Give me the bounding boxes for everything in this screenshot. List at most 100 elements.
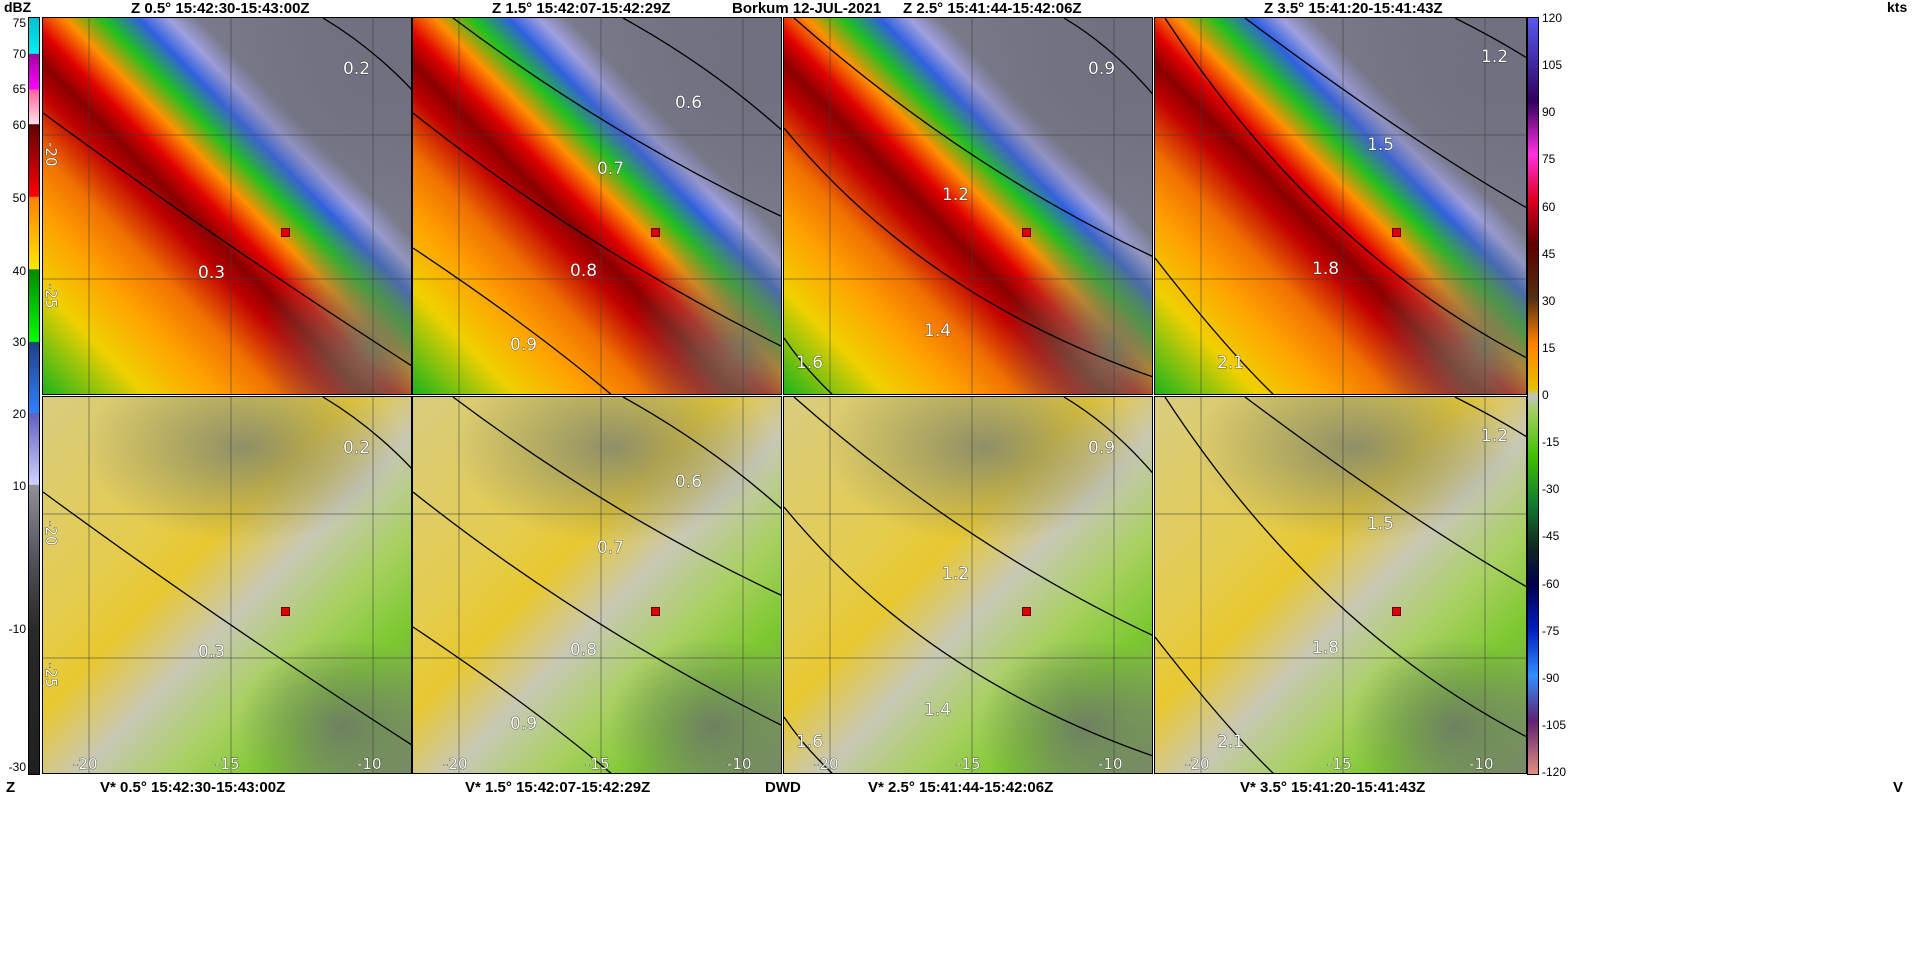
map-overlay: 0.9 1.2 1.4 1.6 [784, 18, 1152, 394]
location-marker[interactable] [1392, 607, 1401, 616]
contour-label: 1.8 [1312, 638, 1339, 658]
beam-height-contour [1244, 18, 1526, 209]
panel-title-z-1-5: Z 1.5° 15:42:07-15:42:29Z [492, 0, 671, 17]
beam-height-contour [413, 112, 781, 347]
contour-label: 2.1 [1217, 732, 1244, 752]
contour-label: 1.2 [942, 185, 969, 205]
contour-label: 0.9 [1088, 59, 1115, 79]
beam-height-contour [784, 506, 1152, 757]
beam-height-contour [1155, 257, 1274, 394]
velocity-tick-label: 120 [1542, 11, 1563, 25]
reflectivity-panel-2[interactable]: 0.6 0.7 0.8 0.9 [412, 17, 782, 395]
x-axis-tick-label: -20 [443, 755, 468, 773]
contour-label: 1.4 [924, 321, 951, 341]
beam-height-contour [784, 337, 833, 394]
beam-height-contour [784, 127, 1152, 378]
velocity-colorbar [1527, 17, 1539, 775]
velocity-tick-label: 45 [1542, 246, 1556, 261]
y-axis-tick-label: -25 [43, 284, 60, 309]
x-axis-tick-label: -20 [814, 755, 839, 773]
velocity-tick-label: -30 [1542, 482, 1560, 497]
beam-height-contour [43, 491, 411, 746]
contour-label: 0.3 [198, 263, 225, 283]
contour-label: 0.3 [198, 642, 225, 662]
reflectivity-tick-label: 60 [12, 118, 26, 132]
location-marker[interactable] [651, 228, 660, 237]
beam-height-contour [1244, 397, 1526, 588]
map-overlay: 0.2 0.3 -20 -25 [43, 18, 411, 394]
x-axis-tick-label: -10 [1469, 755, 1494, 773]
velocity-tick-label: 15 [1542, 340, 1556, 355]
contour-label: 0.7 [597, 159, 624, 179]
reflectivity-tick-label: 30 [12, 335, 26, 349]
reflectivity-panel-3[interactable]: 0.9 1.2 1.4 1.6 [783, 17, 1153, 395]
panel-title-v-0-5: V* 0.5° 15:42:30-15:43:00Z [100, 779, 286, 796]
contour-label: 1.2 [1481, 426, 1508, 446]
panel-title-v-3-5: V* 3.5° 15:41:20-15:41:43Z [1240, 779, 1426, 796]
x-axis-tick-label: -15 [215, 755, 240, 773]
velocity-panel-4[interactable]: 1.2 1.5 1.8 2.1 -20 -15 -10 [1154, 396, 1527, 774]
beam-height-contour [784, 716, 833, 773]
contour-label: 0.9 [510, 714, 537, 734]
beam-height-contour [1454, 397, 1526, 438]
velocity-tick-label: -90 [1542, 670, 1560, 685]
beam-height-contour [452, 397, 781, 596]
velocity-product-label: V [1893, 779, 1904, 796]
velocity-panel-2[interactable]: 0.6 0.7 0.8 0.9 -20 -15 -10 [412, 396, 782, 774]
contour-label: 1.2 [1481, 47, 1508, 67]
map-overlay: 0.2 0.3 -20 -25 -20 -15 -10 [43, 397, 411, 773]
contour-label: 0.9 [1088, 438, 1115, 458]
x-axis-tick-label: -10 [727, 755, 752, 773]
beam-height-contour [622, 18, 781, 131]
velocity-tick-label: 75 [1542, 152, 1556, 167]
panel-title-z-2-5: Z 2.5° 15:41:44-15:42:06Z [903, 0, 1082, 17]
location-marker[interactable] [281, 607, 290, 616]
velocity-tick-label: -75 [1542, 623, 1560, 638]
reflectivity-tick-label: 50 [12, 191, 26, 205]
panel-title-v-2-5: V* 2.5° 15:41:44-15:42:06Z [868, 779, 1054, 796]
location-marker[interactable] [651, 607, 660, 616]
beam-height-contour [1164, 397, 1526, 738]
beam-height-contour [793, 18, 1152, 257]
beam-height-contour [622, 397, 781, 510]
velocity-panel-1[interactable]: 0.2 0.3 -20 -25 -20 -15 -10 [42, 396, 412, 774]
beam-height-contour [413, 247, 612, 394]
velocity-tick-label: -105 [1542, 717, 1567, 732]
y-axis-tick-label: -25 [43, 663, 60, 688]
contour-label: 0.2 [343, 59, 370, 79]
location-marker[interactable] [1022, 228, 1031, 237]
velocity-tick-label: 30 [1542, 293, 1556, 308]
beam-height-contour [413, 491, 781, 726]
contour-label: 1.6 [796, 353, 823, 373]
velocity-panel-3[interactable]: 0.9 1.2 1.4 1.6 -20 -15 -10 [783, 396, 1153, 774]
reflectivity-panel-4[interactable]: 1.2 1.5 1.8 2.1 [1154, 17, 1527, 395]
beam-height-contour [1063, 18, 1152, 95]
reflectivity-tick-label: 70 [12, 47, 26, 61]
x-axis-tick-label: -10 [357, 755, 382, 773]
y-axis-tick-label: -20 [43, 521, 60, 546]
contour-label: 0.9 [510, 335, 537, 355]
reflectivity-panel-1[interactable]: 0.2 0.3 -20 -25 [42, 17, 412, 395]
beam-height-contour [1454, 18, 1526, 59]
location-marker[interactable] [281, 228, 290, 237]
map-overlay: 0.9 1.2 1.4 1.6 -20 -15 -10 [784, 397, 1152, 773]
beam-height-contour [452, 18, 781, 217]
x-axis-tick-label: -15 [956, 755, 981, 773]
contour-label: 1.5 [1367, 135, 1394, 155]
velocity-tick-label: -60 [1542, 576, 1560, 591]
location-marker[interactable] [1022, 607, 1031, 616]
panel-title-v-1-5: V* 1.5° 15:42:07-15:42:29Z [465, 779, 651, 796]
velocity-tick-label: 60 [1542, 199, 1556, 214]
beam-height-contour [413, 626, 612, 773]
reflectivity-product-label: Z [6, 779, 16, 796]
panel-title-z-0-5: Z 0.5° 15:42:30-15:43:00Z [131, 0, 310, 17]
location-marker[interactable] [1392, 228, 1401, 237]
panel-title-z-3-5: Z 3.5° 15:41:20-15:41:43Z [1264, 0, 1443, 17]
contour-label: 1.5 [1367, 514, 1394, 534]
contour-label: 0.2 [343, 438, 370, 458]
contour-label: 2.1 [1217, 353, 1244, 373]
x-axis-tick-label: -15 [1327, 755, 1352, 773]
map-overlay: 0.6 0.7 0.8 0.9 [413, 18, 781, 394]
contour-label: 0.6 [675, 93, 702, 113]
reflectivity-tick-label: -10 [8, 622, 26, 636]
